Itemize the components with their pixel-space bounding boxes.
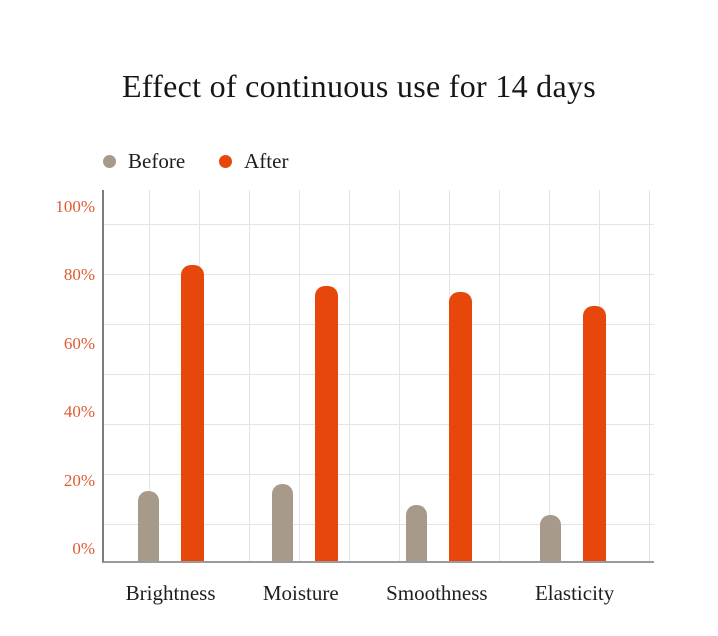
- y-tick-label: 100%: [55, 197, 95, 216]
- y-axis-labels: 100% 80% 60% 40% 20% 0%: [18, 190, 95, 562]
- bar-groups: [104, 190, 654, 561]
- before-bar-moisture: [272, 484, 293, 561]
- after-bar-moisture: [315, 286, 338, 561]
- bar-group-smoothness: [406, 190, 472, 561]
- before-bar-smoothness: [406, 505, 427, 561]
- after-swatch-icon: [219, 155, 233, 168]
- bar-group-elasticity: [540, 190, 606, 561]
- legend-label-after: After: [244, 149, 289, 173]
- bar-group-brightness: [138, 190, 204, 561]
- plot-area: [102, 190, 654, 563]
- after-bar-elasticity: [583, 306, 606, 561]
- x-label-moisture: Moisture: [262, 581, 339, 605]
- legend: Before After: [103, 149, 288, 174]
- legend-item-after: After: [219, 149, 288, 174]
- x-axis-labels: Brightness Moisture Smoothness Elasticit…: [102, 581, 652, 606]
- before-bar-brightness: [138, 491, 159, 561]
- y-tick-label: 40%: [63, 402, 95, 422]
- y-tick-label: 20%: [63, 470, 95, 490]
- x-label-elasticity: Elasticity: [534, 581, 615, 605]
- x-label-smoothness: Smoothness: [386, 581, 488, 605]
- after-bar-smoothness: [449, 292, 472, 561]
- before-bar-elasticity: [540, 515, 561, 561]
- x-label-brightness: Brightness: [125, 581, 216, 605]
- chart-title: Effect of continuous use for 14 days: [121, 68, 597, 104]
- legend-label-before: Before: [128, 149, 186, 173]
- legend-item-before: Before: [103, 149, 185, 174]
- y-tick-label: 80%: [63, 265, 95, 285]
- bar-group-moisture: [272, 190, 338, 561]
- y-tick-label: 0%: [72, 539, 95, 558]
- before-swatch-icon: [103, 155, 116, 168]
- after-bar-brightness: [181, 265, 204, 561]
- y-tick-label: 60%: [63, 333, 95, 353]
